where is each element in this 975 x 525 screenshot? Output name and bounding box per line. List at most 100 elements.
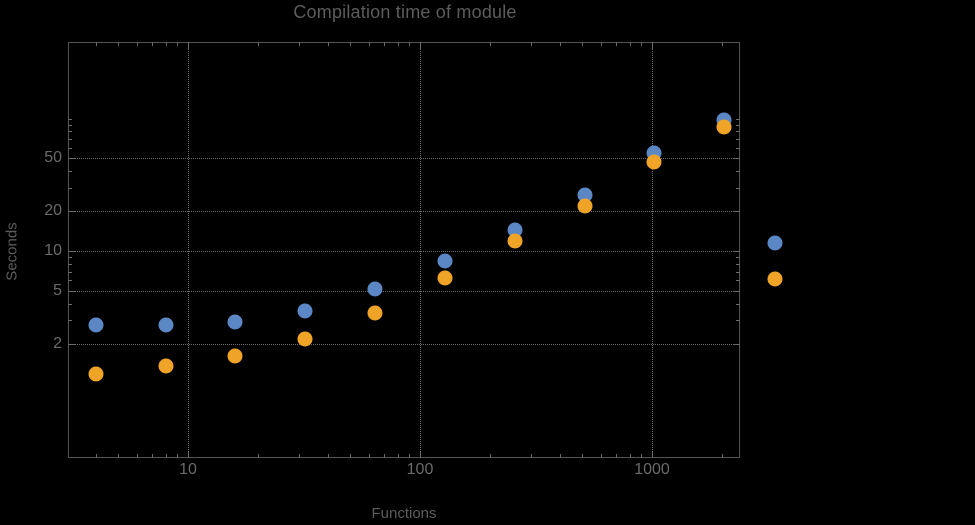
y-axis-tick bbox=[733, 158, 740, 160]
x-axis-tick bbox=[368, 454, 370, 458]
x-axis-tick bbox=[257, 454, 259, 458]
x-axis-tick bbox=[600, 454, 602, 458]
data-point-orange bbox=[507, 233, 523, 249]
x-axis-title: Functions bbox=[371, 505, 437, 522]
x-axis-tick bbox=[409, 42, 411, 46]
x-axis-tick bbox=[368, 42, 370, 46]
x-axis-tick bbox=[641, 454, 643, 458]
y-axis-tick bbox=[68, 139, 72, 141]
y-axis-tick bbox=[68, 343, 75, 345]
y-axis-tick bbox=[736, 263, 740, 265]
y-axis-title: Seconds bbox=[3, 222, 21, 281]
gridline-horizontal bbox=[68, 158, 740, 160]
data-point-orange bbox=[367, 305, 383, 321]
x-tick-label: 10 bbox=[179, 461, 197, 478]
data-point-orange bbox=[437, 270, 453, 286]
x-axis-tick bbox=[629, 454, 631, 458]
y-axis-tick bbox=[68, 211, 75, 213]
data-point-blue bbox=[437, 253, 453, 269]
data-point-blue bbox=[88, 317, 104, 333]
x-axis-tick bbox=[188, 42, 189, 49]
y-axis-tick bbox=[68, 124, 72, 126]
x-axis-tick bbox=[118, 454, 120, 458]
y-tick-label: 2 bbox=[53, 334, 62, 352]
y-axis-tick bbox=[68, 147, 72, 149]
gridline-horizontal bbox=[68, 343, 740, 345]
y-axis-tick bbox=[736, 147, 740, 149]
y-axis-tick bbox=[68, 131, 72, 133]
x-axis-tick bbox=[721, 42, 723, 46]
y-tick-label: 10 bbox=[44, 242, 62, 259]
plot-area bbox=[68, 42, 740, 458]
x-axis-tick bbox=[118, 42, 120, 46]
data-point-orange bbox=[767, 271, 783, 287]
data-point-blue bbox=[158, 317, 174, 333]
x-axis-tick bbox=[616, 42, 618, 46]
y-tick-label: 20 bbox=[44, 202, 62, 220]
data-point-blue bbox=[367, 281, 383, 297]
x-axis-tick bbox=[327, 42, 329, 46]
y-axis-tick bbox=[68, 280, 72, 282]
x-axis-tick bbox=[188, 451, 189, 458]
x-axis-tick bbox=[165, 42, 167, 46]
x-axis-tick bbox=[384, 454, 386, 458]
y-axis-tick bbox=[733, 251, 740, 252]
y-axis-tick bbox=[68, 303, 72, 305]
x-axis-tick bbox=[384, 42, 386, 46]
x-axis-tick bbox=[530, 454, 532, 458]
y-axis-tick bbox=[736, 257, 740, 259]
x-axis-tick bbox=[257, 42, 259, 46]
y-axis-tick bbox=[736, 171, 740, 173]
x-axis-tick bbox=[489, 454, 491, 458]
y-axis-tick bbox=[733, 211, 740, 213]
x-axis-tick bbox=[350, 42, 352, 46]
data-point-orange bbox=[88, 366, 104, 382]
x-axis-tick bbox=[136, 42, 138, 46]
gridline-horizontal bbox=[68, 211, 740, 213]
y-tick-label: 50 bbox=[44, 149, 62, 167]
x-axis-tick bbox=[559, 42, 561, 46]
x-axis-tick bbox=[616, 454, 618, 458]
y-axis-tick bbox=[733, 343, 740, 345]
y-axis-tick bbox=[736, 124, 740, 126]
data-point-orange bbox=[227, 348, 243, 364]
x-axis-tick bbox=[600, 42, 602, 46]
y-axis-tick bbox=[68, 320, 72, 322]
data-point-blue bbox=[227, 314, 243, 330]
y-axis-tick bbox=[68, 187, 72, 189]
x-axis-tick bbox=[136, 454, 138, 458]
y-tick-label: 5 bbox=[53, 281, 62, 299]
data-point-orange bbox=[577, 198, 593, 214]
gridline-vertical bbox=[652, 42, 653, 458]
x-axis-tick bbox=[152, 454, 154, 458]
data-point-orange bbox=[646, 154, 662, 170]
x-axis-tick bbox=[152, 42, 154, 46]
y-axis-tick bbox=[736, 271, 740, 273]
y-axis-tick bbox=[736, 118, 740, 120]
gridline-vertical bbox=[420, 42, 421, 458]
y-axis-tick bbox=[736, 187, 740, 189]
y-axis-tick bbox=[736, 303, 740, 305]
x-axis-tick bbox=[420, 451, 421, 458]
chart-title: Compilation time of module bbox=[293, 2, 517, 22]
data-point-blue bbox=[767, 235, 783, 251]
data-point-blue bbox=[297, 303, 313, 319]
y-axis-tick bbox=[68, 171, 72, 173]
data-point-orange bbox=[716, 119, 732, 135]
plot-frame bbox=[68, 42, 740, 458]
x-axis-tick bbox=[641, 42, 643, 46]
x-axis-tick bbox=[95, 454, 97, 458]
data-point-blue bbox=[507, 222, 523, 238]
gridline-horizontal bbox=[68, 251, 740, 252]
x-axis-tick bbox=[165, 454, 167, 458]
x-axis-tick bbox=[397, 454, 399, 458]
x-axis-tick bbox=[721, 454, 723, 458]
x-axis-tick bbox=[298, 454, 300, 458]
x-axis-tick bbox=[177, 42, 179, 46]
x-axis-tick bbox=[177, 454, 179, 458]
x-axis-tick bbox=[298, 42, 300, 46]
x-axis-tick bbox=[489, 42, 491, 46]
x-axis-tick bbox=[559, 454, 561, 458]
x-axis-tick bbox=[652, 42, 653, 49]
